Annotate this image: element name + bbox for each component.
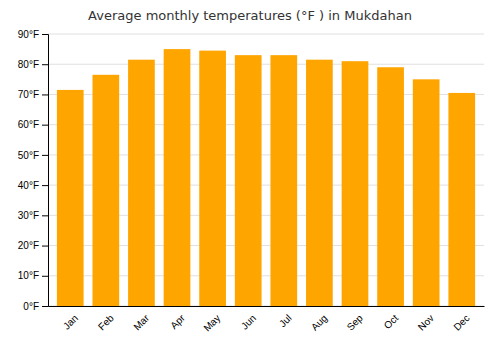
tick-label: 90°F — [18, 29, 39, 40]
tick-label: Apr — [168, 312, 187, 331]
bars — [57, 49, 475, 306]
tick: May — [201, 312, 222, 333]
tick: Mar — [131, 312, 151, 332]
tick-label: 30°F — [18, 210, 39, 221]
tick-label: Feb — [96, 312, 116, 332]
tick-mark — [42, 306, 48, 307]
bar — [92, 75, 119, 306]
tick-label: Mar — [131, 312, 151, 332]
tick: 10°F — [18, 270, 48, 281]
tick-label: Oct — [382, 312, 401, 331]
axis-line — [42, 35, 49, 307]
tick-label: Aug — [309, 312, 329, 332]
tick-label: Dec — [451, 312, 471, 332]
bar — [413, 79, 440, 306]
tick: 30°F — [18, 210, 48, 221]
tick-label: 50°F — [18, 150, 39, 161]
tick-mark — [42, 125, 48, 126]
tick-mark — [42, 94, 48, 95]
tick-mark — [42, 246, 48, 247]
bar — [448, 93, 475, 306]
tick-label: 60°F — [18, 119, 39, 130]
tick: Apr — [168, 312, 187, 331]
tick: Aug — [309, 312, 329, 332]
tick-mark — [42, 185, 48, 186]
grid-line — [48, 64, 484, 65]
grid — [48, 34, 484, 306]
tick-label: 70°F — [18, 89, 39, 100]
grid-line — [48, 34, 484, 35]
tick-mark — [42, 155, 48, 156]
bar — [377, 67, 404, 306]
tick: Dec — [451, 312, 471, 332]
tick-label: Jun — [239, 312, 258, 331]
bar — [199, 51, 226, 306]
axis-line — [49, 306, 485, 307]
tick-mark — [42, 34, 48, 35]
bar — [270, 55, 297, 306]
bar — [164, 49, 191, 306]
title: Average monthly temperatures (°F ) in Mu… — [88, 8, 412, 23]
bar — [306, 60, 333, 306]
tick: 50°F — [18, 150, 48, 161]
tick: 70°F — [18, 89, 48, 100]
tick: Oct — [382, 312, 401, 331]
bar — [128, 60, 155, 306]
chart: 0°F 10°F 20°F 30°F 40°F 50°F 60°F 70°F 80°F 90°F J… — [0, 0, 500, 350]
tick: Jun — [239, 312, 258, 331]
x-axis: Jan Feb Mar Apr May Jun Jul Aug Sep Oct Nov Dec — [49, 307, 485, 334]
tick-label: Jul — [277, 312, 294, 329]
tick: 60°F — [18, 119, 48, 130]
tick: Nov — [416, 312, 436, 332]
tick: 80°F — [18, 59, 48, 70]
tick: 40°F — [18, 180, 48, 191]
tick-label: 80°F — [18, 59, 39, 70]
bar — [235, 55, 262, 306]
tick-label: Nov — [416, 312, 436, 332]
tick-mark — [42, 64, 48, 65]
tick: Jul — [277, 312, 294, 329]
tick-label: 20°F — [18, 240, 39, 251]
tick: Sep — [345, 312, 366, 333]
y-axis: 0°F 10°F 20°F 30°F 40°F 50°F 60°F 70°F 80°F 90°F — [18, 29, 49, 312]
tick-mark — [42, 276, 48, 277]
tick-label: May — [201, 312, 222, 333]
tick-label: Sep — [345, 312, 366, 333]
tick: 90°F — [18, 29, 48, 40]
tick-label: 0°F — [23, 301, 39, 312]
tick: Jan — [61, 312, 80, 331]
tick-label: 40°F — [18, 180, 39, 191]
tick: Feb — [96, 312, 116, 332]
tick: 20°F — [18, 240, 48, 251]
bar — [342, 61, 369, 306]
tick-label: Jan — [61, 312, 80, 331]
tick-mark — [42, 215, 48, 216]
bar — [57, 90, 84, 306]
plot: 0°F 10°F 20°F 30°F 40°F 50°F 60°F 70°F 80°F 90°F J… — [18, 29, 485, 334]
tick-label: 10°F — [18, 270, 39, 281]
tick: 0°F — [23, 301, 48, 312]
